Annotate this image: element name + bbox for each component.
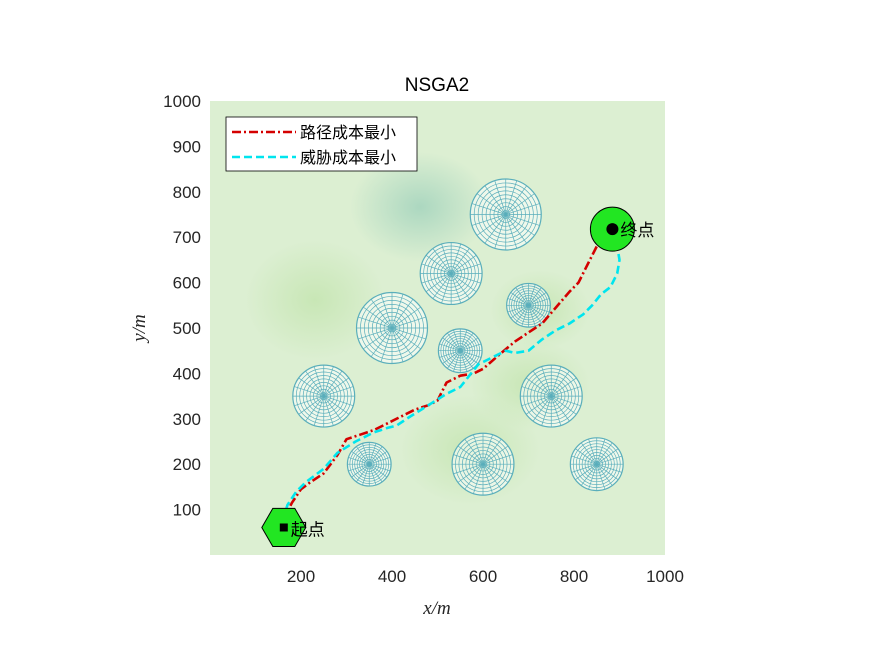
- threat-zone: [355, 291, 429, 365]
- series-line-0: [281, 227, 612, 522]
- series-line-1: [281, 227, 621, 522]
- x-tick-label: 1000: [646, 567, 684, 586]
- plot-background: [210, 101, 665, 555]
- threat-zone: [451, 432, 515, 496]
- y-tick-label: 300: [173, 410, 201, 429]
- threat-zone: [292, 364, 356, 428]
- x-tick-label: 800: [560, 567, 588, 586]
- y-tick-label: 900: [173, 137, 201, 156]
- threat-zone: [506, 282, 551, 328]
- x-tick-label: 600: [469, 567, 497, 586]
- y-tick-label: 400: [173, 364, 201, 383]
- legend-label-path-cost: 路径成本最小: [300, 123, 396, 142]
- threat-zone: [469, 178, 542, 251]
- threat-zone: [569, 437, 624, 492]
- goal-point: [606, 223, 619, 236]
- x-axis-label: x/m: [422, 598, 450, 619]
- chart-title: NSGA2: [405, 75, 469, 96]
- y-tick-label: 200: [173, 455, 201, 474]
- y-tick-label: 600: [173, 274, 201, 293]
- threat-zone: [437, 328, 483, 374]
- threat-zone: [346, 441, 392, 487]
- y-tick-label: 1000: [163, 92, 201, 111]
- x-tick-label: 400: [378, 567, 406, 586]
- legend-label-threat-cost: 威胁成本最小: [300, 148, 396, 167]
- y-tick-label: 500: [173, 319, 201, 338]
- y-tick-label: 700: [173, 228, 201, 247]
- y-tick-label: 800: [173, 183, 201, 202]
- threat-zone: [419, 241, 483, 306]
- legend: 路径成本最小 威胁成本最小: [225, 116, 418, 172]
- x-tick-label: 200: [287, 567, 315, 586]
- y-axis-label: y/m: [129, 314, 150, 343]
- paths: [281, 227, 621, 522]
- threat-zones: [292, 178, 624, 496]
- start-label: 起点: [291, 520, 325, 540]
- axis-ticks: 200 400 600 800 1000 100 200 300 400 500 600 700 800…: [163, 92, 684, 586]
- start-point: [279, 523, 288, 532]
- markers: 起点 终点: [261, 206, 654, 547]
- threat-zone: [519, 364, 583, 428]
- y-tick-label: 100: [173, 501, 201, 520]
- goal-label: 终点: [620, 221, 654, 241]
